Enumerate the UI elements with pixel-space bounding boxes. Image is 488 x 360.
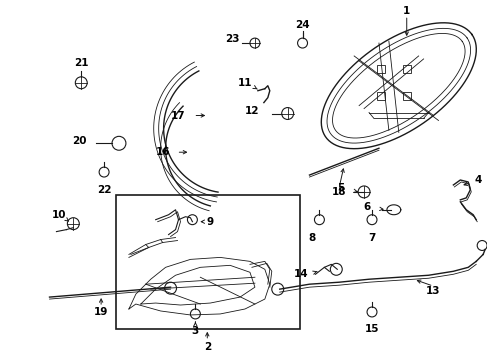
Text: 12: 12: [244, 105, 259, 116]
Text: 10: 10: [52, 210, 66, 220]
Bar: [116, 195, 299, 329]
Text: 3: 3: [191, 326, 199, 336]
Text: 5: 5: [337, 183, 344, 193]
Text: 1: 1: [402, 6, 409, 16]
Bar: [376, 65, 384, 73]
Text: 23: 23: [224, 34, 239, 44]
Bar: [376, 92, 384, 100]
Text: 8: 8: [308, 233, 315, 243]
Text: 21: 21: [74, 58, 88, 68]
Text: 16: 16: [155, 147, 169, 157]
Text: 22: 22: [97, 185, 111, 195]
Text: 6: 6: [363, 202, 370, 212]
Text: 4: 4: [473, 175, 481, 185]
Text: 13: 13: [426, 286, 440, 296]
Text: 19: 19: [94, 307, 108, 317]
Bar: [402, 92, 410, 100]
Text: 7: 7: [367, 233, 375, 243]
Bar: [402, 65, 410, 73]
Text: 17: 17: [171, 111, 185, 121]
Text: 11: 11: [237, 78, 252, 88]
Text: 18: 18: [331, 187, 346, 197]
Text: 20: 20: [72, 136, 86, 146]
Text: 9: 9: [206, 217, 213, 227]
Text: 15: 15: [364, 324, 379, 334]
Text: 2: 2: [203, 342, 210, 352]
Text: 24: 24: [295, 20, 309, 30]
Text: 14: 14: [294, 269, 308, 279]
